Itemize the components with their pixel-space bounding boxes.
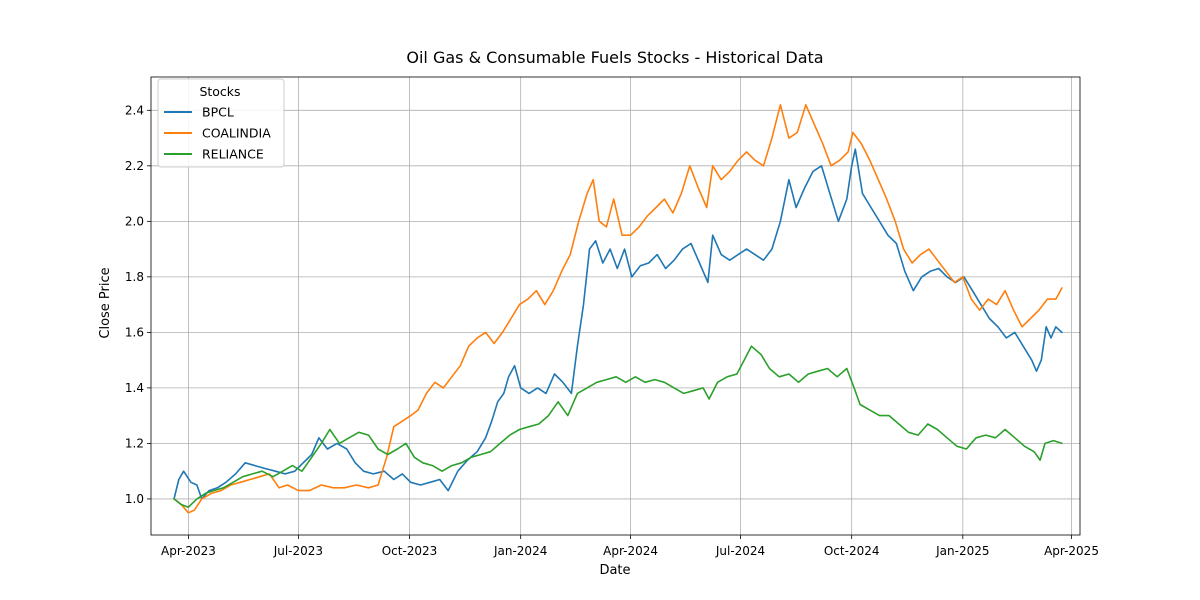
legend-label-coalindia: COALINDIA	[202, 126, 271, 141]
legend: Stocks BPCL COALINDIA RELIANCE	[157, 78, 285, 168]
x-tick-label: Oct-2023	[382, 544, 438, 558]
legend-box	[157, 78, 285, 168]
series-lines	[173, 104, 1063, 514]
x-tick-label: Apr-2023	[161, 544, 216, 558]
y-tick-label: 1.4	[125, 381, 144, 395]
x-tick-label: Jan-2025	[935, 544, 989, 558]
x-tick-label: Apr-2024	[603, 544, 658, 558]
legend-title: Stocks	[199, 84, 240, 99]
legend-label-bpcl: BPCL	[202, 105, 234, 120]
plot-frame	[150, 76, 1081, 536]
chart-title: Oil Gas & Consumable Fuels Stocks - Hist…	[406, 48, 823, 67]
x-tick-label: Oct-2024	[824, 544, 880, 558]
x-tick-label: Jan-2024	[493, 544, 547, 558]
y-tick-label: 1.0	[125, 492, 144, 506]
y-axis-ticks: 1.0 1.2 1.4 1.6 1.8 2.0 2.2 2.4	[125, 103, 151, 506]
x-axis-ticks: Apr-2023 Jul-2023 Oct-2023 Jan-2024 Apr-2024…	[161, 535, 1099, 558]
x-tick-label: Apr-2025	[1044, 544, 1099, 558]
x-tick-label: Jul-2024	[715, 544, 765, 558]
y-tick-label: 2.0	[125, 214, 144, 228]
legend-label-reliance: RELIANCE	[202, 147, 264, 162]
y-tick-label: 1.2	[125, 436, 144, 450]
x-axis-label: Date	[599, 563, 630, 578]
series-line-reliance	[173, 345, 1063, 509]
y-tick-label: 1.6	[125, 325, 144, 339]
y-tick-label: 2.4	[125, 103, 144, 117]
y-tick-label: 1.8	[125, 270, 144, 284]
y-axis-label: Close Price	[98, 267, 113, 338]
y-tick-label: 2.2	[125, 159, 144, 173]
grid	[151, 77, 1080, 535]
x-tick-label: Jul-2023	[273, 544, 323, 558]
series-line-bpcl	[173, 148, 1063, 500]
series-line-coalindia	[173, 104, 1063, 514]
